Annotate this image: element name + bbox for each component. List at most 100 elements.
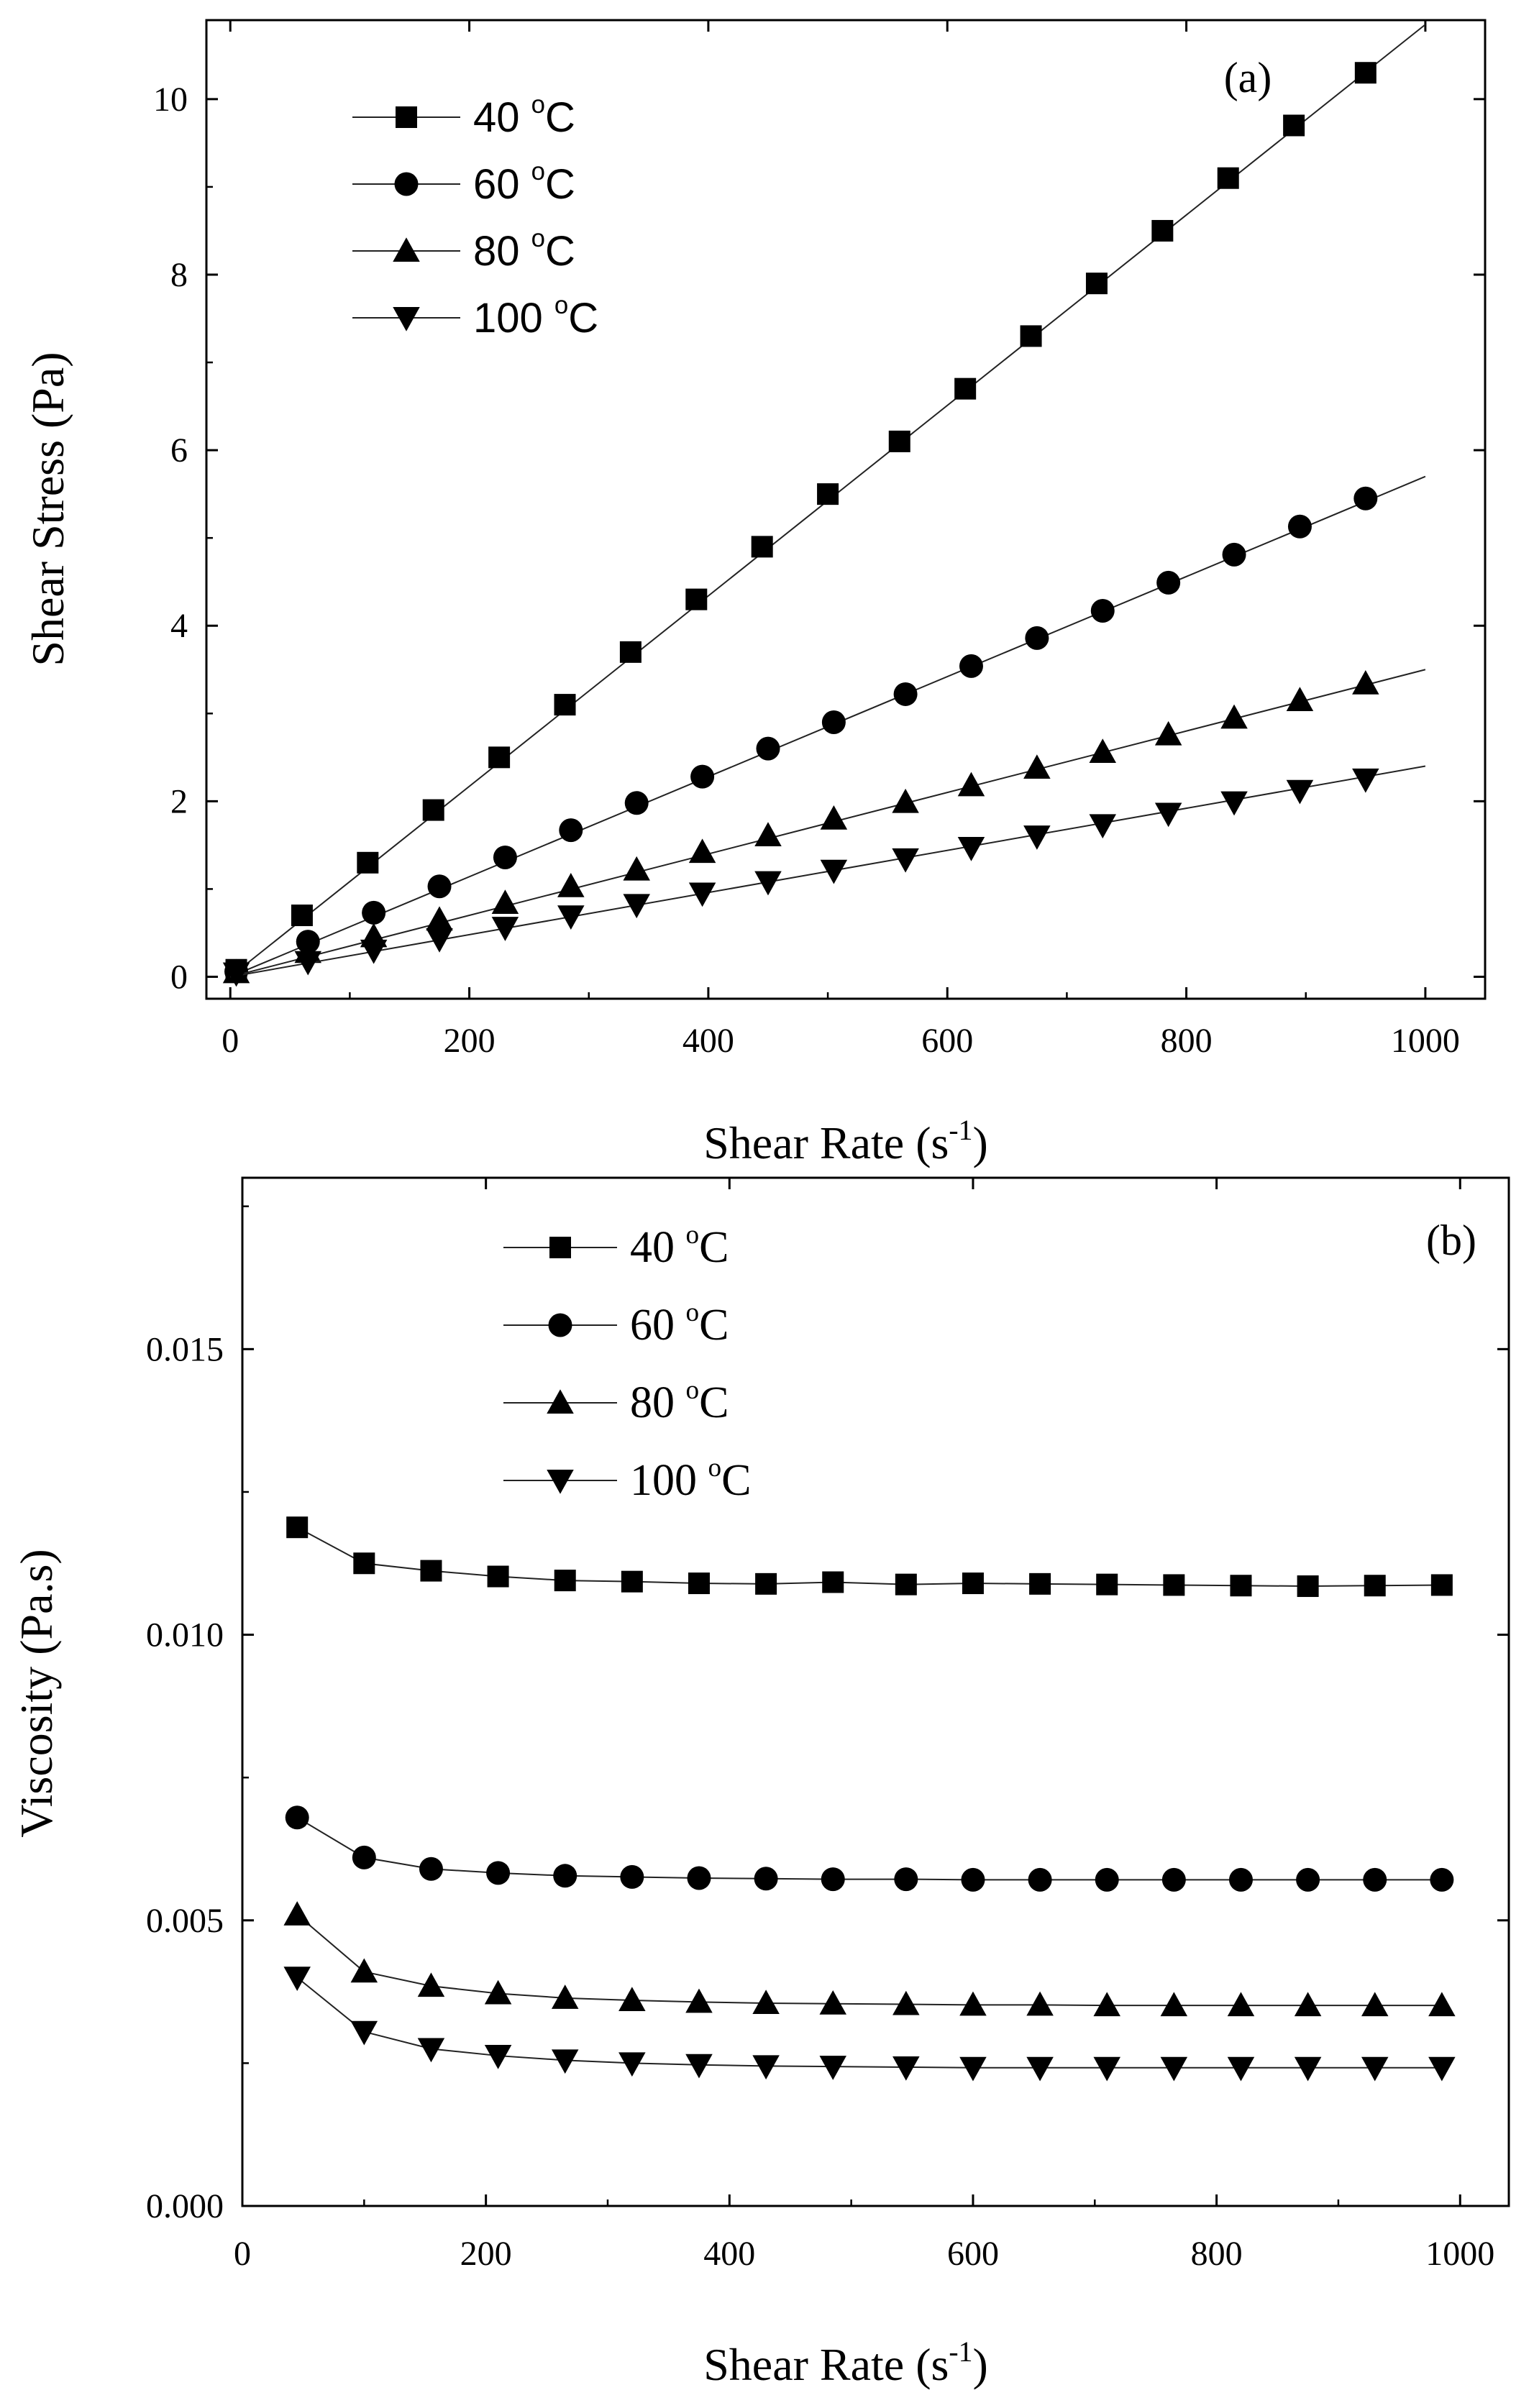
series-triangle-down: [222, 765, 1426, 987]
legend-label: 40 oC: [630, 1220, 729, 1272]
x-tick-label: 600: [921, 1022, 973, 1060]
series-triangle-down: [283, 1967, 1456, 2082]
legend-entry: 40 oC: [352, 91, 575, 141]
y-tick-label: 4: [170, 607, 188, 645]
legend-entry: 40 oC: [503, 1220, 729, 1272]
data-point: [426, 906, 453, 931]
data-point: [888, 430, 910, 452]
data-point: [417, 2038, 445, 2063]
data-point: [283, 1901, 311, 1926]
data-point: [957, 837, 985, 861]
data-point: [687, 1866, 711, 1890]
legend-entry: 100 oC: [352, 291, 598, 342]
x-axis-label: Shear Rate (s-1): [703, 1114, 988, 1168]
data-point: [1095, 1867, 1119, 1892]
plot-frame: [241, 1176, 1510, 2207]
data-point: [961, 1867, 985, 1892]
data-point: [892, 788, 919, 813]
y-tick-label: 6: [170, 431, 188, 470]
data-point: [484, 2045, 512, 2069]
y-tick-label: 0: [170, 958, 188, 996]
legend-marker: [548, 1313, 572, 1337]
data-point: [1093, 1992, 1120, 2017]
data-point: [756, 736, 780, 761]
legend-marker: [549, 1237, 571, 1258]
y-tick-label: 2: [170, 782, 188, 820]
y-axis-label: Viscosity (Pa.s): [11, 1549, 62, 1837]
data-point: [1286, 687, 1314, 711]
data-point: [551, 2049, 579, 2074]
data-point: [1428, 2056, 1456, 2082]
data-point: [755, 1572, 777, 1595]
x-tick-label: 600: [947, 2235, 999, 2273]
panel-a-shear-stress-chart: 0 200 400 600 800 1000 0 2 4 6 8 10 Shear Rate (s-1)…: [22, 19, 1487, 1168]
legend-entry: 80 oC: [352, 224, 575, 275]
x-tick-label: 800: [1191, 2235, 1243, 2273]
panel-b-viscosity-chart: 0 200 400 600 800 1000 0.000 0.005 0.010 0.015 She…: [11, 1176, 1510, 2390]
data-point: [752, 2055, 780, 2080]
data-point: [688, 838, 716, 864]
y-tick-label: 0.005: [146, 1902, 224, 1940]
data-point: [1428, 1992, 1456, 2017]
y-axis-label: Shear Stress (Pa): [22, 352, 73, 666]
data-point: [954, 377, 977, 400]
data-point: [491, 917, 519, 941]
data-point: [222, 962, 250, 987]
data-point: [822, 1571, 844, 1593]
data-point: [488, 746, 511, 769]
data-point: [554, 1570, 576, 1592]
data-point: [486, 1861, 511, 1885]
data-point: [350, 2020, 378, 2046]
data-point: [892, 2056, 920, 2081]
data-point: [1023, 754, 1051, 779]
data-point: [1296, 1867, 1320, 1892]
data-point: [821, 1867, 845, 1892]
data-point: [353, 1552, 375, 1575]
data-point: [283, 1967, 311, 1991]
x-tick-label: 800: [1161, 1022, 1213, 1060]
data-point: [1222, 542, 1246, 567]
data-point: [619, 641, 642, 663]
data-point: [1228, 1867, 1253, 1892]
data-point: [1364, 1575, 1386, 1597]
data-point: [892, 848, 919, 873]
data-point: [752, 1990, 780, 2014]
data-point: [1297, 1575, 1319, 1598]
data-point: [557, 905, 585, 930]
series-circle: [285, 1805, 1454, 1892]
legend-marker: [394, 172, 419, 196]
y-tick-label: 0.000: [146, 2187, 224, 2225]
data-point: [487, 1565, 509, 1588]
data-point: [957, 772, 985, 797]
data-point: [1352, 768, 1379, 793]
data-point: [820, 859, 848, 884]
data-point: [491, 889, 519, 914]
data-point: [286, 1516, 309, 1539]
data-point: [893, 682, 918, 706]
legend-label: 80 oC: [473, 224, 575, 275]
data-point: [1430, 1867, 1454, 1892]
data-point: [623, 856, 650, 881]
data-point: [1294, 2056, 1322, 2082]
data-point: [1287, 514, 1312, 539]
data-point: [357, 851, 379, 874]
series-triangle-up: [283, 1901, 1456, 2017]
data-point: [1090, 598, 1115, 623]
data-point: [1220, 704, 1248, 729]
y-tick-label: 0.015: [146, 1330, 224, 1368]
x-tick-label: 200: [460, 2235, 512, 2273]
data-point: [1227, 2056, 1255, 2082]
x-tick-label: 400: [682, 1022, 734, 1060]
data-point: [618, 2052, 646, 2077]
series-circle: [224, 475, 1426, 984]
data-point: [551, 1984, 579, 2009]
data-point: [417, 1972, 445, 1997]
legend-label: 100 oC: [473, 291, 598, 342]
data-point: [1160, 2056, 1188, 2082]
data-point: [1354, 62, 1377, 84]
data-point: [685, 588, 708, 610]
data-point: [959, 654, 983, 678]
data-point: [285, 1805, 309, 1830]
data-point: [1161, 1867, 1186, 1892]
data-point: [1352, 670, 1379, 695]
